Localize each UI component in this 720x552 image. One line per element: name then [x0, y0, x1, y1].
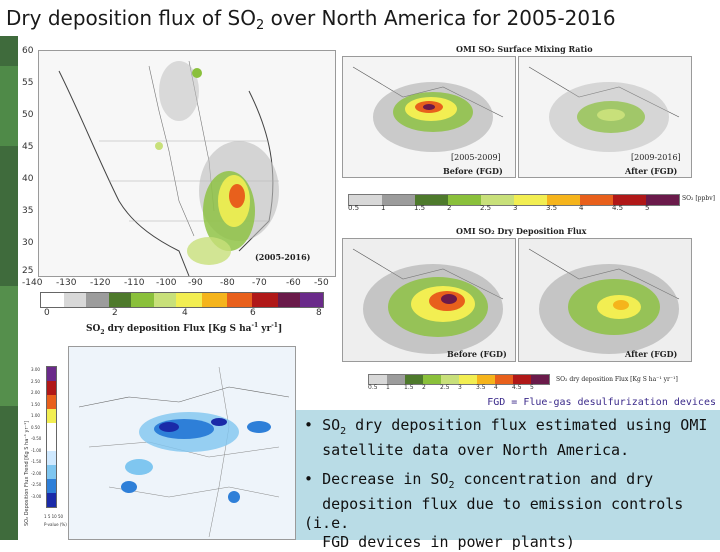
- y-tick: 60: [22, 46, 34, 56]
- left-flux-map: (2005-2016): [38, 50, 336, 277]
- x-tick: -80: [220, 278, 235, 288]
- colorbar-tick: 0: [44, 308, 50, 318]
- diff-map-canvas: [69, 347, 295, 539]
- x-tick: -50: [314, 278, 329, 288]
- left-colorbar-label: SO2 dry deposition Flux [Kg S ha-1 yr-1]: [86, 322, 283, 336]
- fgd-note: FGD = Flue-gas desulfurization devices: [487, 397, 716, 408]
- omi-flux-colorbar-ticks: 0.5 1 1.5 2 2.5 3 3.5 4 4.5 5: [368, 384, 534, 391]
- omi-mixing-before-canvas: [352, 66, 504, 152]
- title-main: Dry deposition flux of SO: [6, 6, 256, 30]
- colorbar-tick: 4: [182, 308, 188, 318]
- x-tick: -70: [252, 278, 267, 288]
- left-colorbar: [40, 292, 324, 308]
- omi-flux-colorbar: [368, 374, 550, 385]
- omi-flux-unit: SO₂ dry deposition Flux [Kg S ha⁻¹ yr⁻¹]: [556, 376, 678, 383]
- y-tick: 50: [22, 110, 34, 120]
- omi-mixing-before-map: [2005-2009] Before (FGD): [342, 56, 516, 178]
- omi-mixing-left-caption: Before (FGD): [443, 166, 503, 176]
- omi-mixing-left-period: [2005-2009]: [451, 153, 501, 162]
- summary-box: • SO2 dry deposition flux estimated usin…: [296, 410, 720, 551]
- omi-flux-before-canvas: [352, 248, 504, 354]
- y-tick: 55: [22, 78, 34, 88]
- bullet-1: • SO2 dry deposition flux estimated usin…: [304, 416, 708, 459]
- omi-mixing-right-caption: After (FGD): [625, 166, 678, 176]
- omi-flux-right-caption: After (FGD): [625, 349, 678, 359]
- omi-mixing-header: OMI SO₂ Surface Mixing Ratio: [456, 44, 593, 54]
- omi-flux-header: OMI SO₂ Dry Deposition Flux: [456, 226, 587, 236]
- diff-map-colorbar-panel: SO₂ Deposition Flux Trend [Kg S ha⁻¹ yr⁻…: [20, 346, 68, 538]
- omi-mixing-colorbar: [348, 194, 680, 206]
- omi-mixing-unit: SO₂ [ppbv]: [682, 195, 715, 202]
- diff-colorbar: [46, 366, 57, 508]
- omi-mixing-colorbar-ticks: 0.5 1 1.5 2 2.5 3 3.5 4 4.5 5: [348, 204, 650, 212]
- diff-flux-map: [68, 346, 296, 540]
- x-tick: -130: [56, 278, 77, 288]
- y-tick: 30: [22, 238, 34, 248]
- x-tick: -90: [188, 278, 203, 288]
- x-tick: -60: [286, 278, 301, 288]
- diff-pvalue-label: P-value (%): [44, 522, 67, 527]
- diff-colorbar-ticks: 3.00 2.50 2.00 1.50 1.00 0.50 -0.50 -1.00 -1.50-…: [31, 367, 42, 499]
- omi-flux-after-canvas: [528, 248, 680, 354]
- y-tick: 40: [22, 174, 34, 184]
- sidebar-stripe: [0, 286, 18, 406]
- sidebar-stripe: [0, 66, 18, 146]
- slide-sidebar: [0, 36, 18, 540]
- diff-colorbar-title: SO₂ Deposition Flux Trend [Kg S ha⁻¹ yr⁻…: [24, 420, 30, 526]
- title-subscript: 2: [255, 18, 265, 33]
- x-tick: -110: [124, 278, 145, 288]
- x-tick: -100: [156, 278, 177, 288]
- y-tick: 35: [22, 206, 34, 216]
- colorbar-tick: 6: [250, 308, 256, 318]
- y-tick: 25: [22, 266, 34, 276]
- left-map-canvas: [39, 51, 335, 276]
- y-tick: 45: [22, 142, 34, 152]
- omi-mixing-after-canvas: [528, 66, 680, 152]
- omi-flux-left-caption: Before (FGD): [447, 349, 507, 359]
- title-rest: over North America for 2005-2016: [264, 6, 616, 30]
- omi-flux-before-map: Before (FGD): [342, 238, 516, 362]
- omi-flux-after-map: After (FGD): [518, 238, 692, 362]
- diff-pvalue-ticks: 1 5 10 50: [44, 514, 64, 519]
- omi-mixing-right-period: [2009-2016]: [631, 153, 681, 162]
- left-map-period: (2005-2016): [255, 252, 311, 262]
- x-tick: -120: [90, 278, 111, 288]
- colorbar-tick: 8: [316, 308, 322, 318]
- omi-mixing-after-map: [2009-2016] After (FGD): [518, 56, 692, 178]
- x-tick: -140: [22, 278, 43, 288]
- colorbar-tick: 2: [112, 308, 118, 318]
- slide-title: Dry deposition flux of SO2 over North Am…: [6, 6, 616, 33]
